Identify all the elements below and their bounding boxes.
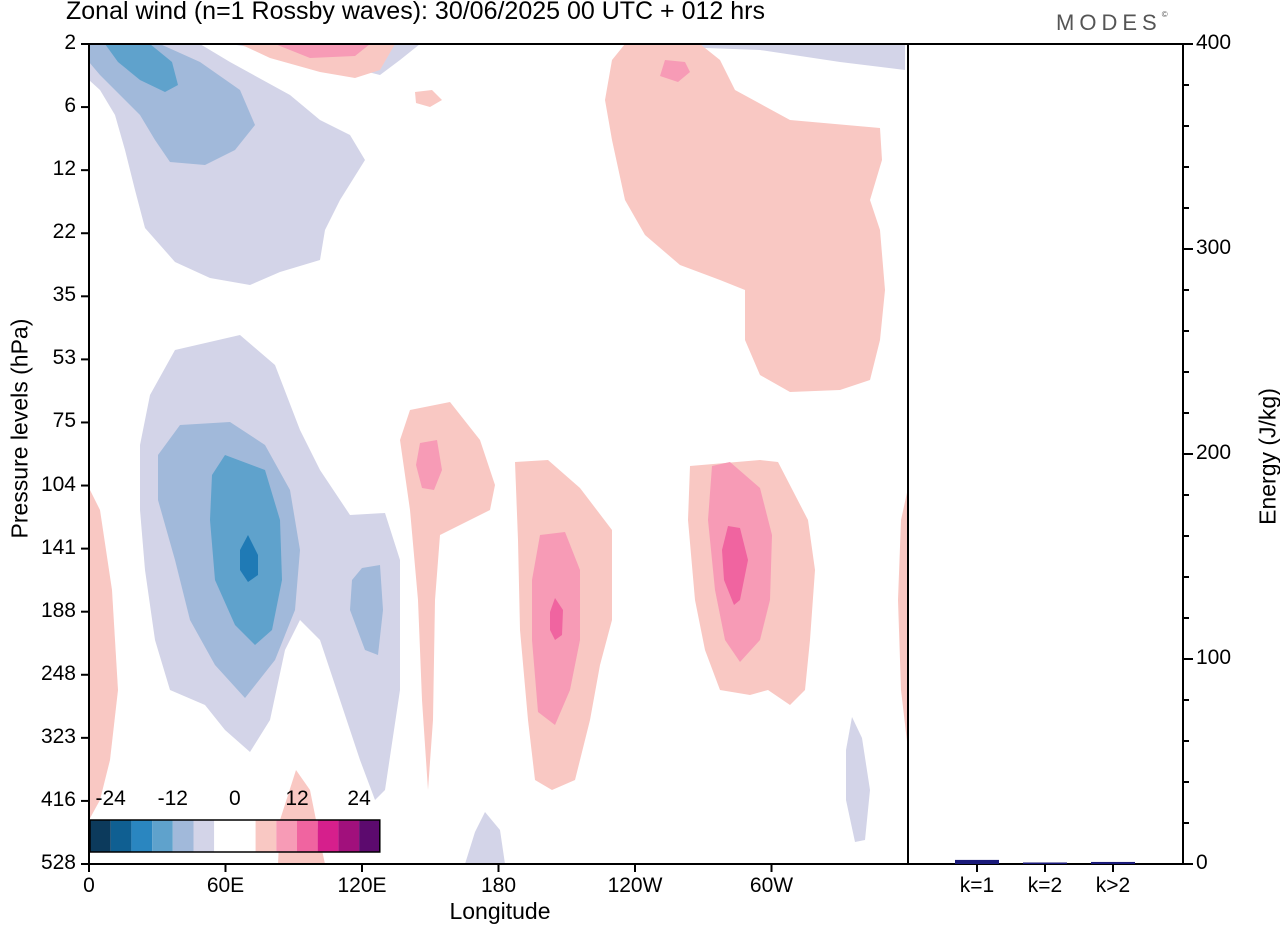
pressure-tick-label-248: 248: [14, 662, 76, 686]
pos-region-small-dot: [415, 90, 442, 107]
lon-tick-label-120E: 120E: [322, 874, 402, 898]
colorbar-cell--12: [173, 820, 194, 852]
colorbar-tick-label--12: -12: [148, 787, 198, 811]
pos-region-upper-right: [605, 44, 885, 392]
colorbar: [90, 820, 380, 852]
energy-bar-k>2: [1091, 862, 1135, 864]
lon-tick-label-0: 0: [49, 874, 129, 898]
energy-tick-marks: [1183, 44, 1193, 864]
colorbar-cell-4: [235, 820, 256, 852]
colorbar-cell--8: [194, 820, 215, 852]
energy-bar-k=2: [1023, 863, 1067, 865]
colorbar-cell--16: [152, 820, 173, 852]
colorbar-cell-16: [297, 820, 318, 852]
pos-region-left-edge: [89, 488, 118, 820]
pressure-tick-label-528: 528: [14, 851, 76, 875]
colorbar-cell--20: [131, 820, 152, 852]
energy-bar-k=1: [955, 860, 999, 864]
pressure-tick-label-12: 12: [14, 157, 76, 181]
lon-tick-label-60E: 60E: [186, 874, 266, 898]
contour-field: [89, 44, 908, 864]
energy-axis-label: Energy (J/kg): [1255, 357, 1280, 557]
energy-tick-label-400: 400: [1196, 31, 1231, 55]
x-axis-label: Longitude: [400, 898, 600, 925]
energy-category-k=1: k=1: [947, 874, 1007, 898]
colorbar-cell--4: [214, 820, 235, 852]
colorbar-cell-20: [318, 820, 339, 852]
pos-region-150e: [400, 402, 495, 790]
colorbar-cell-8: [256, 820, 277, 852]
energy-tick-label-300: 300: [1196, 236, 1231, 260]
neg-region-60w-lower: [846, 717, 870, 842]
lon-tick-label-60W: 60W: [732, 874, 812, 898]
pressure-tick-label-35: 35: [14, 283, 76, 307]
pressure-tick-label-188: 188: [14, 599, 76, 623]
colorbar-cell-24: [338, 820, 359, 852]
colorbar-cell--28: [90, 820, 111, 852]
colorbar-tick-label--24: -24: [86, 787, 136, 811]
energy-category-k>2: k>2: [1083, 874, 1143, 898]
energy-tick-label-200: 200: [1196, 441, 1231, 465]
pressure-tick-label-22: 22: [14, 220, 76, 244]
colorbar-tick-label-12: 12: [272, 787, 322, 811]
lon-tick-label-180: 180: [459, 874, 539, 898]
lon-tick-label-120W: 120W: [595, 874, 675, 898]
brand-text: MODES: [1056, 10, 1162, 35]
longitude-tick-marks: [89, 864, 772, 872]
energy-frame: [908, 44, 1183, 864]
pressure-tick-label-2: 2: [14, 31, 76, 55]
colorbar-tick-label-24: 24: [334, 787, 384, 811]
pressure-tick-label-323: 323: [14, 725, 76, 749]
pressure-tick-label-141: 141: [14, 536, 76, 560]
energy-tick-label-100: 100: [1196, 646, 1231, 670]
energy-category-k=2: k=2: [1015, 874, 1075, 898]
pos-region-right-edge: [898, 488, 908, 750]
brand-logo: MODES©: [1056, 10, 1168, 36]
colorbar-cell-12: [276, 820, 297, 852]
y-axis-label: Pressure levels (hPa): [7, 339, 34, 539]
neg-region-180-lower: [465, 812, 505, 864]
chart-title: Zonal wind (n=1 Rossby waves): 30/06/202…: [66, 0, 765, 26]
energy-tick-label-0: 0: [1196, 851, 1208, 875]
pressure-tick-marks: [81, 44, 89, 864]
colorbar-tick-label-0: 0: [210, 787, 260, 811]
pressure-tick-label-6: 6: [14, 94, 76, 118]
energy-bars: [955, 860, 1135, 872]
pressure-tick-label-416: 416: [14, 788, 76, 812]
colorbar-cell--24: [111, 820, 132, 852]
colorbar-cell-28: [359, 820, 380, 852]
